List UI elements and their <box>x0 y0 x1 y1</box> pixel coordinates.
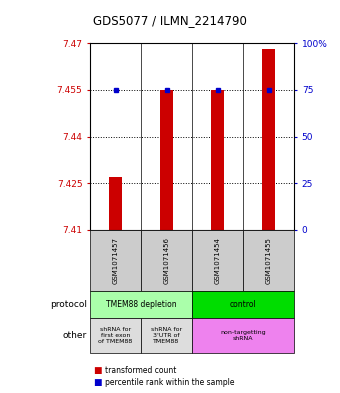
Text: non-targetting
shRNA: non-targetting shRNA <box>220 330 266 341</box>
Text: percentile rank within the sample: percentile rank within the sample <box>105 378 235 387</box>
Bar <box>109 177 122 230</box>
Text: ▶: ▶ <box>91 299 99 309</box>
Text: TMEM88 depletion: TMEM88 depletion <box>106 300 176 309</box>
Text: GDS5077 / ILMN_2214790: GDS5077 / ILMN_2214790 <box>93 14 247 27</box>
Text: shRNA for
3'UTR of
TMEM88: shRNA for 3'UTR of TMEM88 <box>151 327 182 343</box>
Text: GSM1071457: GSM1071457 <box>113 237 119 284</box>
Text: transformed count: transformed count <box>105 366 177 375</box>
Text: GSM1071456: GSM1071456 <box>164 237 170 284</box>
Text: shRNA for
first exon
of TMEM88: shRNA for first exon of TMEM88 <box>99 327 133 343</box>
Text: ■: ■ <box>94 366 102 375</box>
Text: ■: ■ <box>94 378 102 387</box>
Text: protocol: protocol <box>50 300 87 309</box>
Text: control: control <box>230 300 256 309</box>
Bar <box>211 90 224 230</box>
Text: GSM1071455: GSM1071455 <box>266 237 272 284</box>
Bar <box>262 50 275 230</box>
Text: GSM1071454: GSM1071454 <box>215 237 221 284</box>
Text: ▶: ▶ <box>91 330 99 340</box>
Text: other: other <box>63 331 87 340</box>
Bar <box>160 90 173 230</box>
